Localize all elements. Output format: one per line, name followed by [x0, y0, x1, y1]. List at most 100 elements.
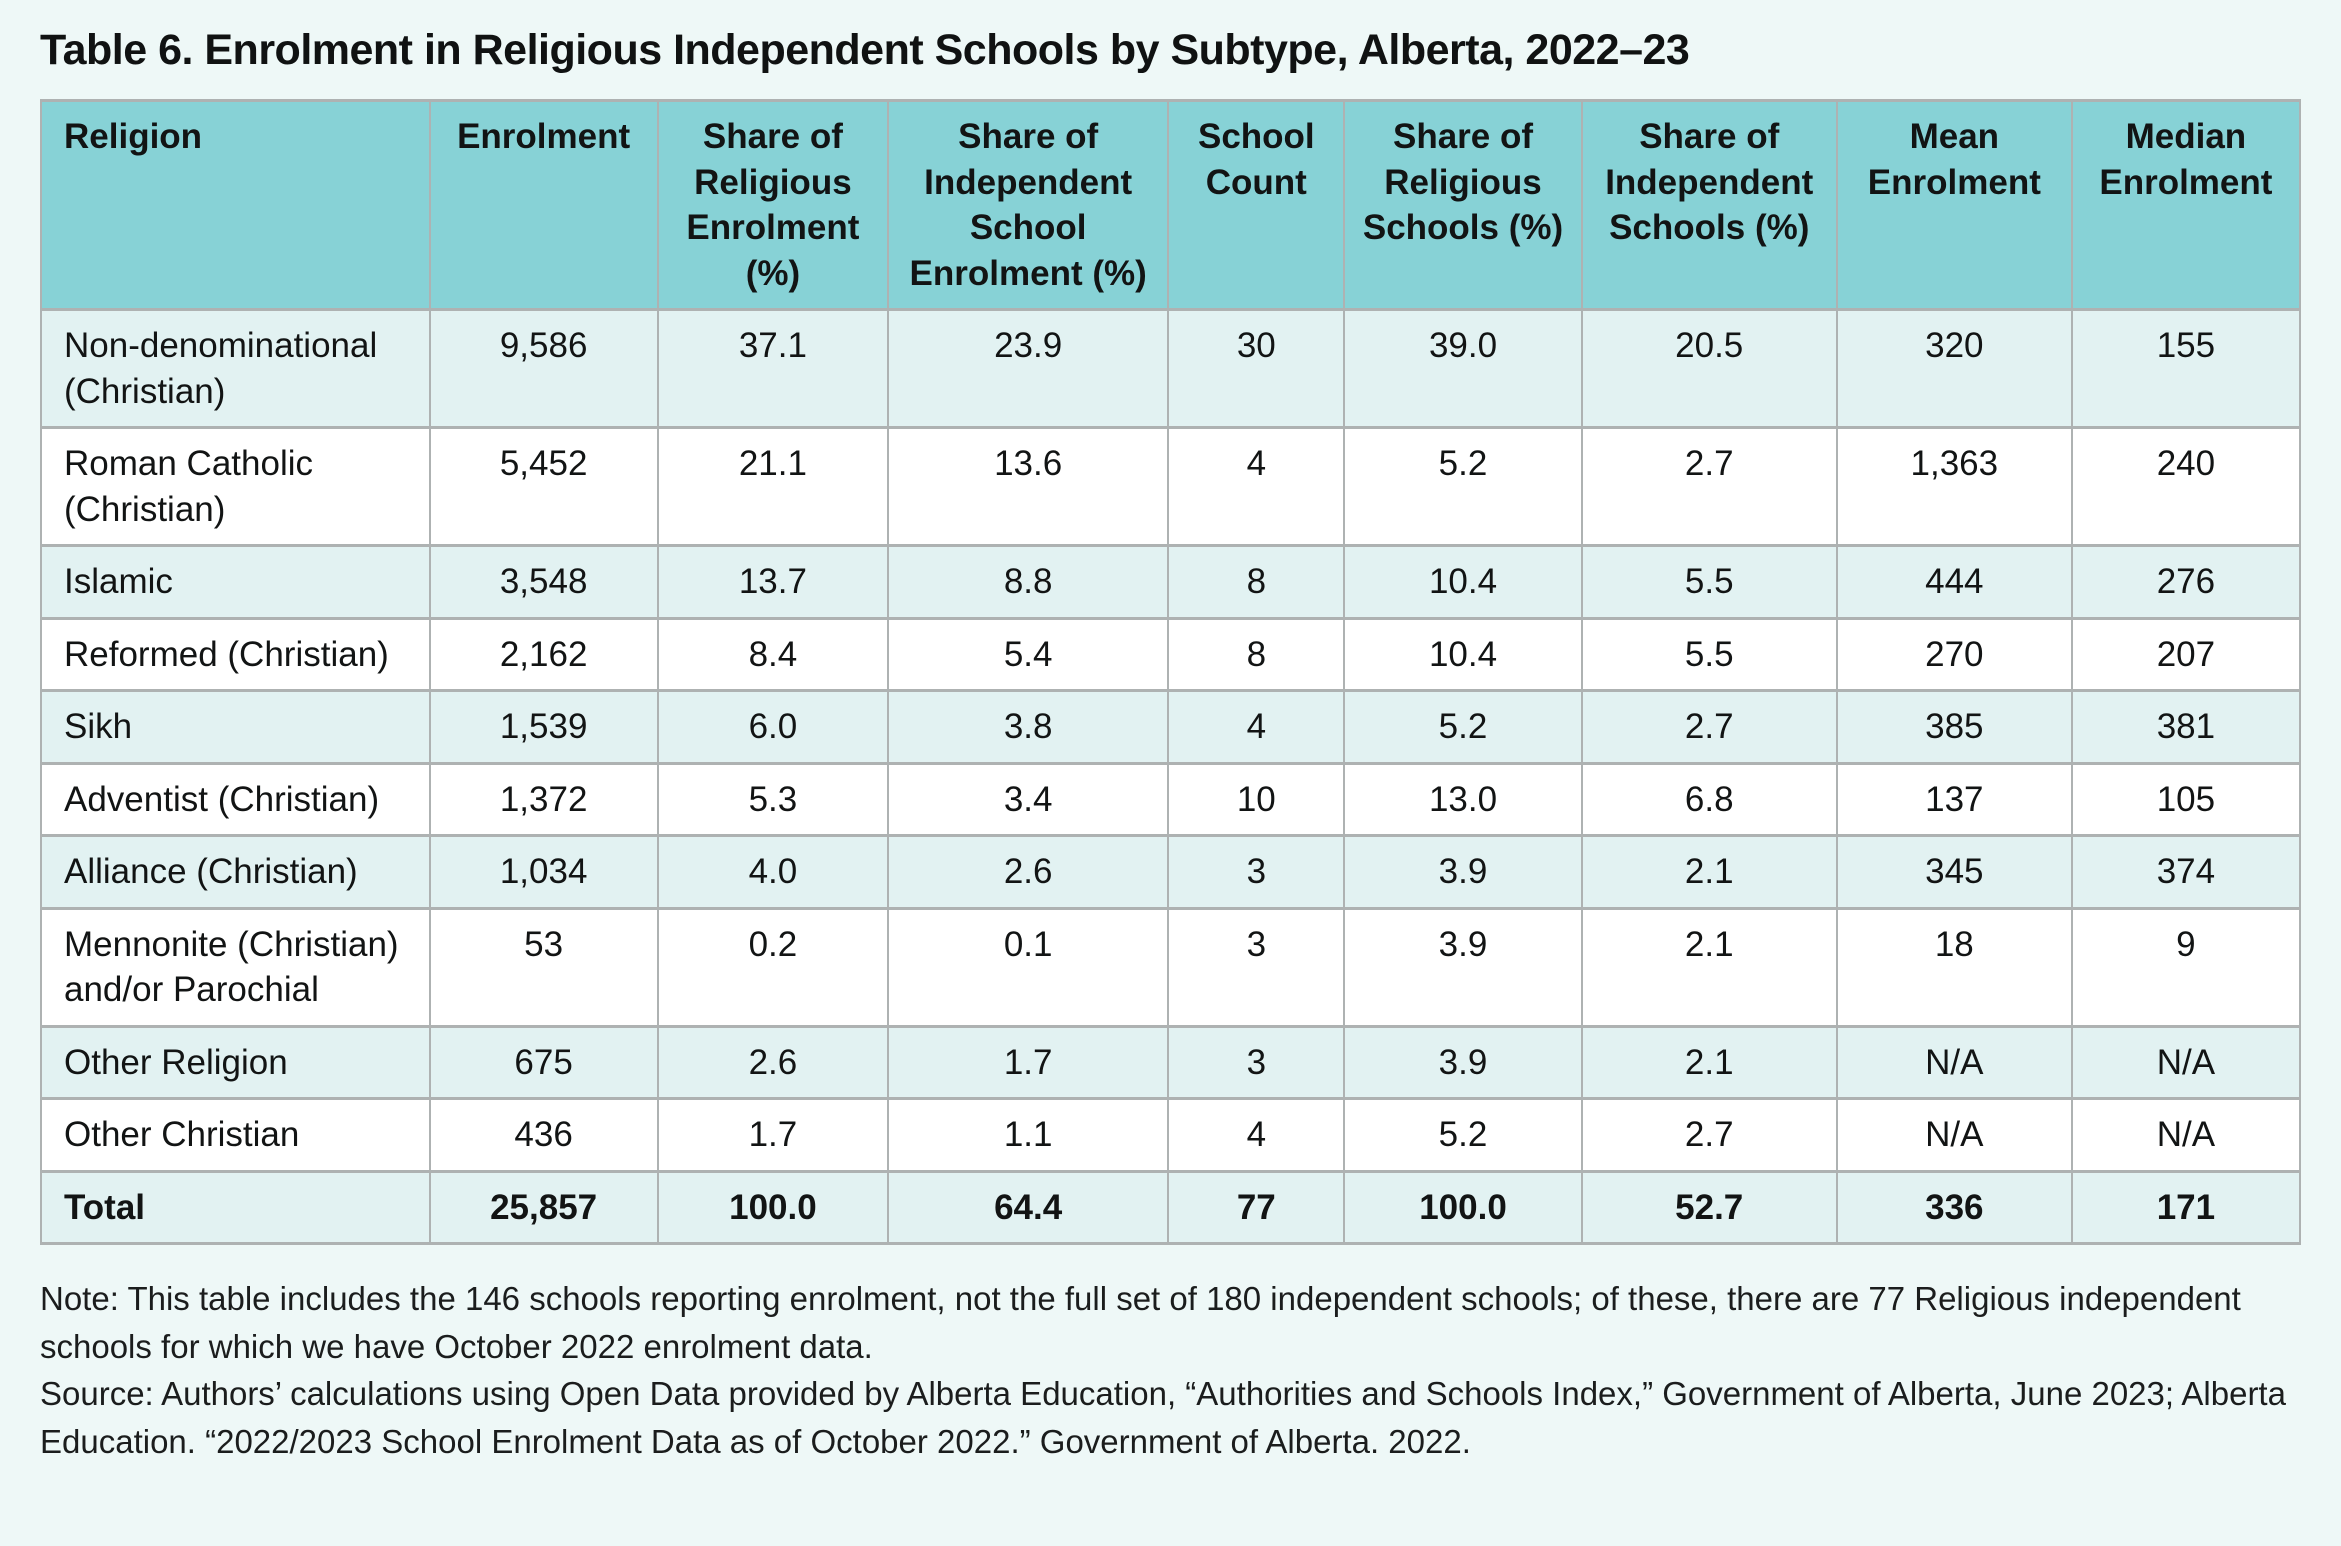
table-row: Roman Catholic (Christian) 5,452 21.1 13… — [40, 426, 2302, 547]
header-cell-school-count: School Count — [1167, 99, 1346, 311]
value-cell: 6.0 — [656, 689, 890, 765]
value-cell: 6.8 — [1580, 761, 1838, 837]
value-cell: 436 — [428, 1097, 659, 1173]
value-cell: 1,363 — [1835, 426, 2073, 547]
value-cell: 5.2 — [1343, 689, 1583, 765]
value-cell: 100.0 — [1343, 1169, 1583, 1245]
value-cell: 53 — [428, 906, 659, 1028]
value-cell: 9,586 — [428, 308, 659, 429]
value-cell: 374 — [2070, 834, 2302, 910]
table-row: Alliance (Christian) 1,034 4.0 2.6 3 3.9… — [40, 834, 2302, 910]
religion-cell: Mennonite (Christian) and/or Parochial — [40, 906, 431, 1028]
value-cell: 1,539 — [428, 689, 659, 765]
header-cell-share-religious-enrolment: Share of Religious Enrolment (%) — [656, 99, 890, 311]
value-cell: 381 — [2070, 689, 2302, 765]
value-cell: 444 — [1835, 544, 2073, 620]
value-cell: 1.7 — [887, 1024, 1170, 1100]
note-text: Note: This table includes the 146 school… — [40, 1280, 2241, 1365]
table-row: Adventist (Christian) 1,372 5.3 3.4 10 1… — [40, 761, 2302, 837]
value-cell: 64.4 — [887, 1169, 1170, 1245]
value-cell: 10.4 — [1343, 544, 1583, 620]
value-cell: 21.1 — [656, 426, 890, 547]
value-cell: 3.9 — [1343, 834, 1583, 910]
religion-cell: Roman Catholic (Christian) — [40, 426, 431, 547]
value-cell: 675 — [428, 1024, 659, 1100]
religion-cell: Other Religion — [40, 1024, 431, 1100]
header-cell-median-enrolment: Median Enrolment — [2070, 99, 2302, 311]
value-cell: 2.1 — [1580, 1024, 1838, 1100]
value-cell: 5.5 — [1580, 544, 1838, 620]
header-cell-share-independent-schools: Share of Independent Schools (%) — [1580, 99, 1838, 311]
value-cell: 8 — [1167, 544, 1346, 620]
value-cell: 5,452 — [428, 426, 659, 547]
value-cell: 320 — [1835, 308, 2073, 429]
value-cell: 1,372 — [428, 761, 659, 837]
value-cell: 3 — [1167, 906, 1346, 1028]
value-cell: 39.0 — [1343, 308, 1583, 429]
value-cell: 3 — [1167, 1024, 1346, 1100]
value-cell: N/A — [1835, 1097, 2073, 1173]
religion-cell: Reformed (Christian) — [40, 616, 431, 692]
value-cell: 8 — [1167, 616, 1346, 692]
value-cell: 2,162 — [428, 616, 659, 692]
value-cell: 13.7 — [656, 544, 890, 620]
source-text: Source: Authors’ calculations using Open… — [40, 1375, 2286, 1460]
religion-cell: Sikh — [40, 689, 431, 765]
value-cell: 30 — [1167, 308, 1346, 429]
value-cell: 25,857 — [428, 1169, 659, 1245]
value-cell: 2.7 — [1580, 1097, 1838, 1173]
value-cell: 276 — [2070, 544, 2302, 620]
religion-cell: Other Christian — [40, 1097, 431, 1173]
value-cell: 4.0 — [656, 834, 890, 910]
value-cell: 5.5 — [1580, 616, 1838, 692]
religion-cell: Adventist (Christian) — [40, 761, 431, 837]
header-cell-enrolment: Enrolment — [428, 99, 659, 311]
page-title: Table 6. Enrolment in Religious Independ… — [40, 26, 1690, 74]
value-cell: 3.4 — [887, 761, 1170, 837]
value-cell: 100.0 — [656, 1169, 890, 1245]
value-cell: 18 — [1835, 906, 2073, 1028]
value-cell: 270 — [1835, 616, 2073, 692]
header-cell-religion: Religion — [40, 99, 431, 311]
value-cell: 13.6 — [887, 426, 1170, 547]
value-cell: 10.4 — [1343, 616, 1583, 692]
table-row: Other Christian 436 1.7 1.1 4 5.2 2.7 N/… — [40, 1097, 2302, 1173]
enrolment-table: Religion Enrolment Share of Religious En… — [40, 99, 2302, 1245]
value-cell: 4 — [1167, 689, 1346, 765]
value-cell: 5.2 — [1343, 426, 1583, 547]
value-cell: 23.9 — [887, 308, 1170, 429]
value-cell: 3 — [1167, 834, 1346, 910]
value-cell: 105 — [2070, 761, 2302, 837]
value-cell: 3,548 — [428, 544, 659, 620]
table-row: Mennonite (Christian) and/or Parochial 5… — [40, 906, 2302, 1028]
value-cell: 345 — [1835, 834, 2073, 910]
table-row: Other Religion 675 2.6 1.7 3 3.9 2.1 N/A… — [40, 1024, 2302, 1100]
religion-cell: Non-denominational (Christian) — [40, 308, 431, 429]
value-cell: 4 — [1167, 1097, 1346, 1173]
value-cell: 10 — [1167, 761, 1346, 837]
value-cell: 5.3 — [656, 761, 890, 837]
table-row: Reformed (Christian) 2,162 8.4 5.4 8 10.… — [40, 616, 2302, 692]
value-cell: 3.9 — [1343, 906, 1583, 1028]
value-cell: 8.8 — [887, 544, 1170, 620]
value-cell: 1,034 — [428, 834, 659, 910]
table-row: Islamic 3,548 13.7 8.8 8 10.4 5.5 444 27… — [40, 544, 2302, 620]
header-cell-share-independent-school-enrolment: Share of Independent School Enrolment (%… — [887, 99, 1170, 311]
value-cell: 2.7 — [1580, 426, 1838, 547]
value-cell: 2.7 — [1580, 689, 1838, 765]
value-cell: N/A — [2070, 1097, 2302, 1173]
value-cell: 137 — [1835, 761, 2073, 837]
table-row: Total 25,857 100.0 64.4 77 100.0 52.7 33… — [40, 1169, 2302, 1245]
value-cell: 385 — [1835, 689, 2073, 765]
value-cell: 240 — [2070, 426, 2302, 547]
value-cell: N/A — [2070, 1024, 2302, 1100]
table-notes: Note: This table includes the 146 school… — [40, 1275, 2301, 1465]
header-cell-share-religious-schools: Share of Religious Schools (%) — [1343, 99, 1583, 311]
value-cell: 2.6 — [887, 834, 1170, 910]
value-cell: 8.4 — [656, 616, 890, 692]
value-cell: 171 — [2070, 1169, 2302, 1245]
table-body: Non-denominational (Christian) 9,586 37.… — [40, 308, 2302, 1245]
value-cell: 20.5 — [1580, 308, 1838, 429]
value-cell: 2.1 — [1580, 906, 1838, 1028]
